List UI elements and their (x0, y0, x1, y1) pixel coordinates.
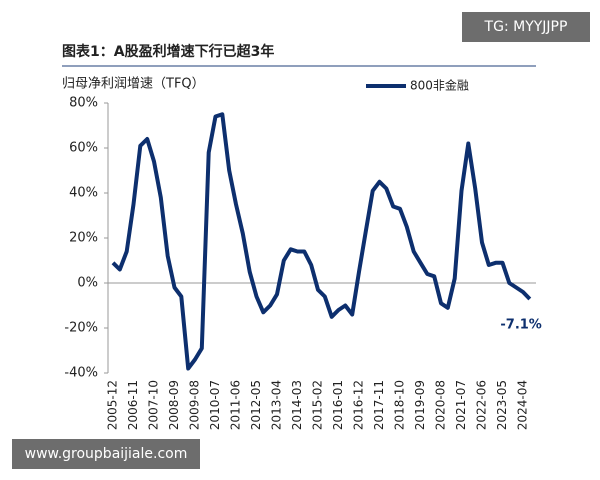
x-tick-label: 2016-01 (331, 380, 345, 430)
x-tick-label: 2016-12 (352, 380, 366, 430)
x-tick-label: 2007-10 (147, 380, 161, 430)
watermark-box (12, 439, 200, 469)
watermark: www.groupbaijiale.com (25, 446, 188, 462)
x-tick-label: 2019-09 (413, 380, 427, 430)
line (111, 112, 532, 371)
x-tick-label: 2012-05 (249, 380, 263, 430)
x-tick-label: 2005-12 (106, 380, 120, 430)
x-tick-label: 2024-04 (516, 380, 530, 430)
y-tick-label: 0% (77, 276, 98, 291)
x-tick-label: 2022-06 (475, 380, 489, 430)
x-tick-label: 2017-11 (372, 380, 386, 430)
legend-label: 800非金融 (410, 78, 469, 93)
y-tick-label: 40% (69, 186, 98, 201)
x-tick-label: 2014-03 (290, 380, 304, 430)
y-tick-label: -20% (64, 321, 98, 336)
x-tick-label: 2006-11 (126, 380, 140, 430)
y-tick-label: 60% (69, 141, 98, 156)
watermark: TG: MYYJJPP (484, 19, 568, 35)
x-tick-label: 2008-09 (167, 380, 181, 430)
x-tick-label: 2011-06 (229, 380, 243, 430)
x-tick-label: 2021-07 (454, 380, 468, 430)
chart-title: 图表1：A股盈利增速下行已超3年 (62, 43, 274, 60)
watermark-box (462, 12, 590, 42)
y-tick-label: -40% (64, 366, 98, 381)
x-tick-label: 2013-04 (270, 380, 284, 430)
y-axis-title: 归母净利润增速（TFQ） (62, 77, 205, 92)
y-tick-label: 20% (69, 231, 98, 246)
y-tick-label: 80% (69, 96, 98, 111)
x-tick-label: 2009-08 (188, 380, 202, 430)
x-tick-label: 2023-05 (495, 380, 509, 430)
x-tick-label: 2010-07 (208, 380, 222, 430)
x-tick-label: 2020-08 (434, 380, 448, 430)
x-tick-label: 2018-10 (393, 380, 407, 430)
x-tick-label: 2015-02 (311, 380, 325, 430)
data-label: -7.1% (500, 317, 541, 332)
